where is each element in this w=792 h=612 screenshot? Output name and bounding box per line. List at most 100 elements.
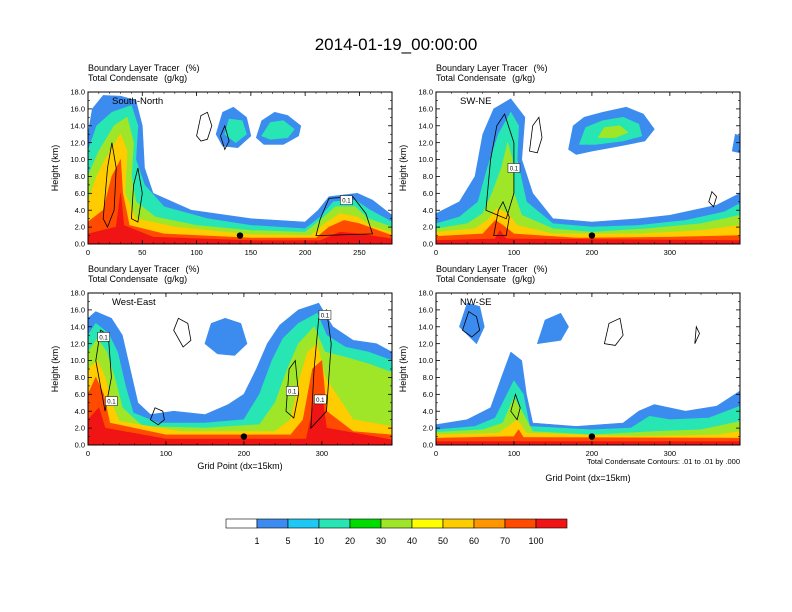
y-axis-label: Height (km) [398, 145, 408, 192]
subtitle-condensate-label: Total Condensate [88, 274, 158, 284]
colorbar-label: 5 [285, 536, 290, 546]
subtitle-tracer-label: Boundary Layer Tracer [88, 264, 180, 274]
x-tick-label: 100 [190, 248, 203, 257]
colorbar-label: 60 [469, 536, 479, 546]
contour-line [315, 196, 374, 237]
y-tick-label: 2.0 [423, 424, 433, 433]
y-tick-label: 16.0 [418, 305, 433, 314]
panel-subtitle-condensate: Total Condensate (g/kg) [88, 73, 187, 83]
condensate-contours [462, 310, 700, 421]
subtitle-tracer-units: (%) [534, 264, 548, 274]
filled-contours [88, 95, 392, 244]
x-axis-label: Grid Point (dx=15km) [545, 473, 630, 483]
filled-region [436, 429, 740, 445]
subtitle-tracer-units: (%) [186, 63, 200, 73]
y-tick-label: 18.0 [70, 88, 85, 97]
location-marker [236, 232, 244, 239]
contour-line [485, 113, 515, 220]
contour-note: Total Condensate Contours: .01 to .01 by… [587, 457, 740, 466]
figure-title: 2014-01-19_00:00:00 [315, 35, 478, 54]
filled-region [436, 441, 740, 445]
filled-region [261, 120, 295, 140]
x-axis-label: Grid Point (dx=15km) [197, 461, 282, 471]
colorbar-swatch [504, 518, 537, 529]
subtitle-condensate-label: Total Condensate [436, 73, 506, 83]
y-tick-label: 16.0 [418, 104, 433, 113]
x-tick-label: 0 [86, 248, 90, 257]
colorbar-label: 50 [438, 536, 448, 546]
colorbar-label: 20 [345, 536, 355, 546]
contour-line [130, 167, 143, 223]
contour-label: 0.1 [316, 398, 325, 404]
filled-region [436, 230, 740, 244]
contour-line [220, 124, 230, 151]
x-tick-label: 100 [160, 449, 173, 458]
filled-region [597, 125, 629, 138]
x-tick-label: 300 [664, 248, 677, 257]
x-tick-label: 0 [434, 248, 438, 257]
y-tick-label: 4.0 [75, 407, 85, 416]
location-marker [588, 433, 596, 440]
y-tick-label: 10.0 [70, 356, 85, 365]
x-tick-label: 100 [508, 449, 521, 458]
x-tick-label: 150 [245, 248, 258, 257]
contour-line [462, 310, 481, 338]
y-tick-label: 14.0 [418, 121, 433, 130]
contour-line [310, 309, 332, 430]
y-tick-label: 10.0 [70, 155, 85, 164]
contour-line [493, 200, 510, 236]
panel-name: SW-NE [460, 96, 492, 107]
x-tick-label: 100 [508, 248, 521, 257]
contour-line [708, 190, 718, 208]
panel-name: West-East [112, 297, 156, 308]
condensate-contours [485, 113, 718, 236]
y-tick-label: 8.0 [423, 373, 433, 382]
y-tick-label: 10.0 [418, 155, 433, 164]
y-tick-label: 12.0 [70, 339, 85, 348]
x-tick-label: 300 [664, 449, 677, 458]
filled-region [537, 313, 569, 344]
y-tick-label: 14.0 [418, 322, 433, 331]
colorbar-swatch [473, 518, 506, 529]
y-axis-label: Height (km) [50, 145, 60, 192]
y-axis-label: Height (km) [398, 346, 408, 393]
y-tick-label: 2.0 [423, 223, 433, 232]
colorbar-swatch [535, 518, 568, 529]
y-tick-label: 16.0 [70, 104, 85, 113]
panel-name: South-North [112, 96, 163, 107]
panel-subtitle-tracer: Boundary Layer Tracer (%) [88, 63, 200, 73]
contour-label-box [507, 163, 521, 173]
y-tick-label: 6.0 [423, 390, 433, 399]
filled-region [731, 133, 740, 154]
contour-label: 0.1 [342, 199, 351, 205]
filled-region [88, 394, 392, 445]
x-tick-label: 0 [434, 449, 438, 458]
colorbar-label: 1 [254, 536, 259, 546]
x-tick-label: 0 [86, 449, 90, 458]
x-tick-label: 300 [316, 449, 329, 458]
y-tick-label: 2.0 [75, 424, 85, 433]
colorbar-swatch [225, 518, 258, 529]
panel-subtitle-tracer: Boundary Layer Tracer (%) [436, 264, 548, 274]
y-tick-label: 18.0 [418, 289, 433, 298]
subtitle-condensate-units: (g/kg) [164, 274, 187, 284]
y-tick-label: 4.0 [75, 206, 85, 215]
colorbar-label: 10 [314, 536, 324, 546]
colorbar-swatch [380, 518, 413, 529]
x-tick-label: 200 [299, 248, 312, 257]
y-tick-label: 0.0 [75, 240, 85, 249]
colorbar-swatch [318, 518, 351, 529]
filled-region [88, 105, 392, 244]
contour-label-box [105, 396, 118, 406]
location-marker [588, 232, 596, 239]
subtitle-condensate-label: Total Condensate [88, 73, 158, 83]
y-tick-label: 8.0 [75, 172, 85, 181]
subtitle-condensate-units: (g/kg) [512, 73, 535, 83]
y-tick-label: 6.0 [75, 390, 85, 399]
y-tick-label: 14.0 [70, 121, 85, 130]
colorbar-swatch [349, 518, 382, 529]
contour-label-box [97, 332, 110, 342]
panel-south-north: Boundary Layer Tracer (%)Total Condensate… [50, 63, 393, 257]
contour-label-box [285, 386, 299, 396]
